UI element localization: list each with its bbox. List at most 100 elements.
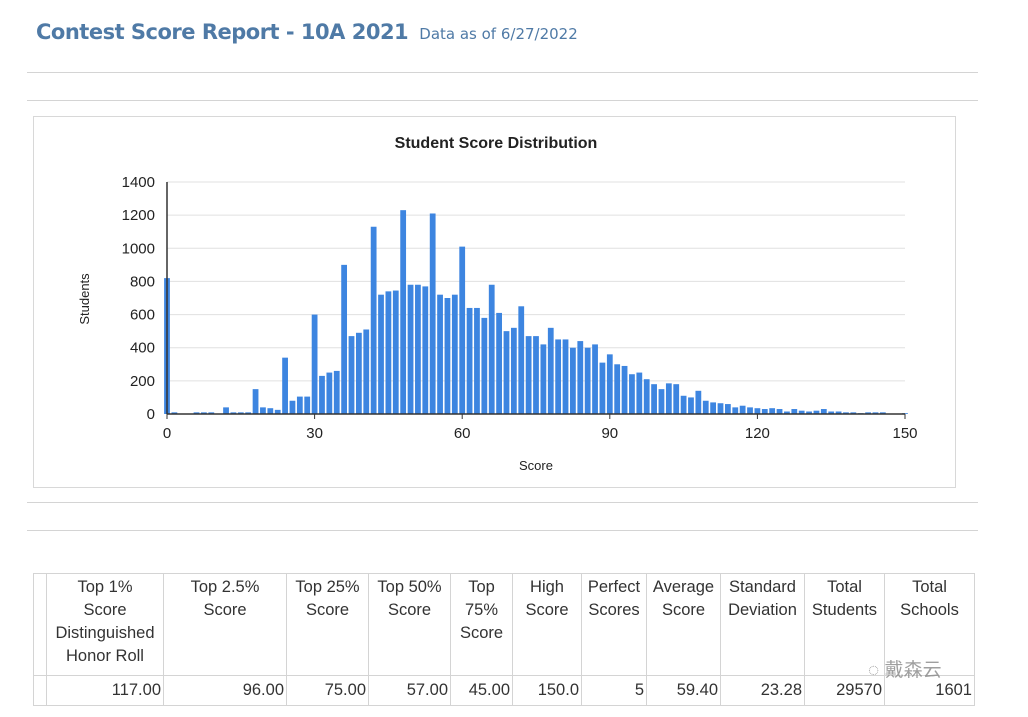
table-cell: 57.00 <box>368 675 451 706</box>
histogram-bar <box>245 412 252 414</box>
table-cell: 96.00 <box>163 675 287 706</box>
histogram-bar <box>592 344 598 414</box>
score-summary-table: Top 1% Score Distinguished Honor Roll Top 2.… <box>33 573 975 706</box>
y-tick-label: 0 <box>147 406 155 423</box>
chart-title: Student Score Distribution <box>395 135 598 152</box>
histogram-bar <box>296 396 303 414</box>
histogram-bar <box>385 291 392 414</box>
histogram-bar <box>798 410 805 414</box>
histogram-bar <box>444 298 451 414</box>
histogram-bar <box>230 412 237 414</box>
histogram-bar <box>370 226 377 414</box>
header-line: Deviation <box>728 601 797 619</box>
table-cell: 29570 <box>804 675 885 706</box>
chart-svg: Student Score Distribution Score Student… <box>77 135 918 473</box>
histogram-bar <box>828 411 835 414</box>
histogram-bar <box>695 390 702 414</box>
histogram-bar <box>636 372 643 414</box>
histogram-bar <box>282 357 288 414</box>
x-tick-label: 60 <box>454 425 471 442</box>
histogram-bar <box>577 341 584 414</box>
histogram-bar <box>629 374 635 414</box>
histogram-bar <box>333 370 340 414</box>
header-line: Top 50% <box>377 578 442 596</box>
histogram-bar <box>643 379 650 414</box>
header-line: Honor Roll <box>66 647 144 665</box>
histogram-bar <box>422 286 429 414</box>
header-line: Total <box>912 578 947 596</box>
data-as-of: Data as of 6/27/2022 <box>419 25 578 43</box>
histogram-bar <box>341 264 348 414</box>
x-tick-label: 90 <box>601 425 618 442</box>
column-header: Top 25% Score <box>286 573 369 676</box>
histogram-bar <box>474 307 480 414</box>
histogram-bar <box>407 284 414 414</box>
table-cell: 59.40 <box>646 675 721 706</box>
histogram-bar <box>658 389 665 414</box>
histogram-bar <box>488 284 495 414</box>
histogram-bar <box>540 344 547 414</box>
column-header: Top 2.5% Score <box>163 573 287 676</box>
column-header: Perfect Scores <box>581 573 647 676</box>
histogram-bar <box>710 402 717 414</box>
histogram-bar <box>584 347 591 414</box>
histogram-bar <box>651 384 657 414</box>
histogram-bar <box>208 412 215 414</box>
histogram-bar <box>459 246 466 414</box>
histogram-bar <box>518 306 525 414</box>
histogram-bar <box>739 405 746 414</box>
histogram-bar <box>614 364 621 414</box>
report-title: Contest Score Report - 10A 2021 <box>36 20 409 44</box>
x-tick-label: 120 <box>745 425 770 442</box>
histogram-bar <box>776 409 783 414</box>
header-line: Perfect <box>587 578 641 596</box>
y-tick-label: 1400 <box>122 174 155 191</box>
histogram-bar <box>503 331 510 414</box>
header-line: Top 25% <box>295 578 360 596</box>
histogram-bar <box>784 411 790 414</box>
histogram-bar <box>533 336 539 414</box>
histogram-bar <box>496 312 502 414</box>
x-axis-label: Score <box>519 458 553 473</box>
table-cell: 23.28 <box>720 675 805 706</box>
header-line: Scores <box>588 601 640 619</box>
histogram-bar <box>171 412 178 414</box>
histogram-bar <box>363 329 370 414</box>
histogram-bar <box>326 372 333 414</box>
histogram-bar <box>570 347 576 414</box>
header-line: Schools <box>900 601 959 619</box>
histogram-bar <box>429 213 436 414</box>
table-cell: 45.00 <box>450 675 513 706</box>
histogram-bar <box>304 396 311 414</box>
header-line: 75% <box>464 601 499 619</box>
histogram-bar <box>813 410 820 414</box>
table-row: 117.00 96.00 75.00 57.00 45.00 150.0 5 59.40 23.… <box>33 675 975 706</box>
y-tick-label: 1200 <box>122 207 155 224</box>
divider <box>27 530 978 531</box>
histogram-bar <box>355 332 362 414</box>
histogram-bar <box>717 403 724 414</box>
histogram-bar <box>274 409 281 414</box>
histogram-bar <box>724 404 731 414</box>
histogram-bar <box>606 354 613 414</box>
divider <box>27 502 978 503</box>
column-header: Average Score <box>646 573 721 676</box>
histogram-bar <box>621 365 628 414</box>
histogram-bar <box>673 384 680 414</box>
table-cell: 150.0 <box>512 675 582 706</box>
histogram-bar <box>237 412 244 414</box>
histogram-bar <box>223 407 229 414</box>
header-line: Score <box>387 601 432 619</box>
header-line: Score <box>459 624 504 642</box>
watermark-logo: ◌ 戴森云 <box>868 660 942 681</box>
table-cell: 5 <box>581 675 647 706</box>
histogram-bar <box>835 411 842 414</box>
histogram-bar <box>747 407 753 414</box>
header-line: Score <box>83 601 127 619</box>
histogram-bar <box>378 294 384 414</box>
histogram-bar <box>547 327 554 414</box>
page-title: Contest Score Report - 10A 2021 Data as … <box>36 20 578 44</box>
histogram-bar <box>806 411 812 414</box>
column-header: Top 1% Score Distinguished Honor Roll <box>46 573 164 676</box>
histogram-bar <box>688 397 694 414</box>
